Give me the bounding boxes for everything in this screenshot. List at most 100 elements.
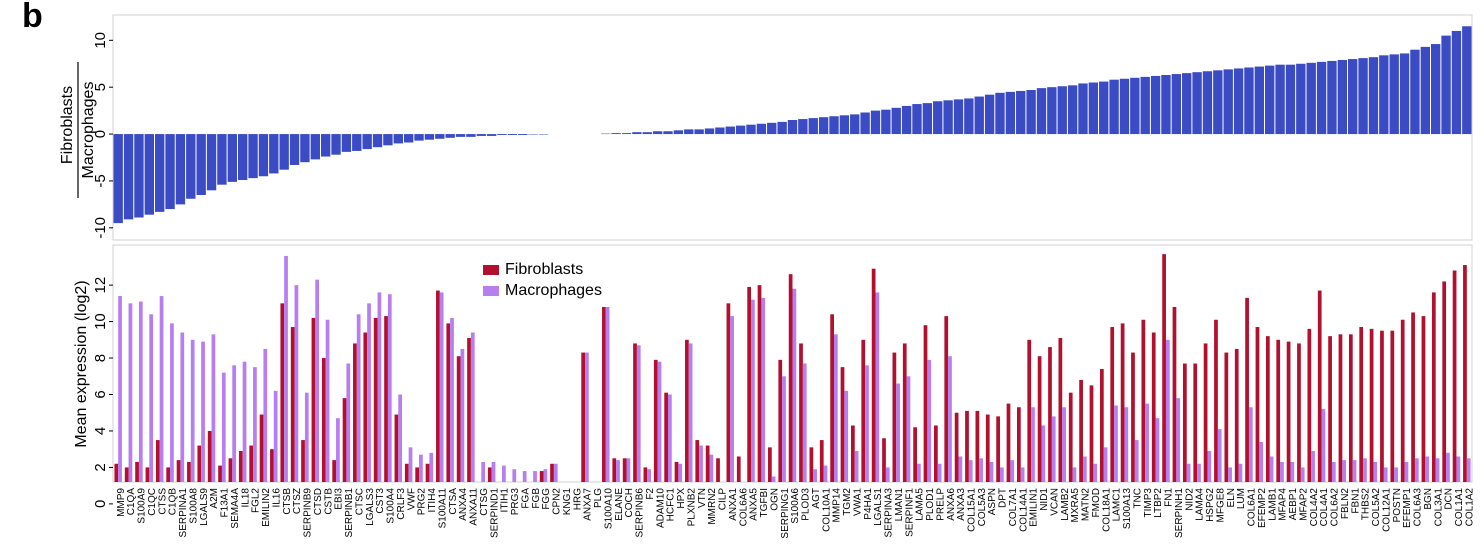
bar — [875, 292, 880, 482]
x-tick-label: LGALS9 — [199, 488, 210, 526]
x-tick-label: POSTN — [1392, 488, 1403, 522]
bar — [870, 110, 881, 135]
x-tick-label: COL3A1 — [1433, 488, 1444, 527]
bar — [1265, 65, 1275, 135]
bar — [445, 134, 455, 138]
bar — [1306, 62, 1316, 135]
bar — [533, 471, 537, 482]
bar — [1186, 463, 1191, 482]
bar — [1431, 44, 1441, 135]
bar — [891, 107, 901, 135]
x-tick-label: AEBP1 — [1288, 488, 1299, 521]
x-tick-label: MMP14 — [832, 488, 843, 523]
bar — [1203, 343, 1208, 482]
bar — [968, 460, 973, 482]
x-tick-label: CTSC — [354, 488, 365, 515]
x-tick-label: EMILIN1 — [1029, 488, 1040, 527]
bar — [1047, 87, 1057, 135]
x-tick-label: COCH — [624, 488, 635, 517]
bar — [699, 445, 703, 482]
bar — [768, 447, 772, 482]
bar — [1010, 460, 1015, 482]
bar — [996, 416, 1000, 482]
bar — [611, 133, 621, 135]
bar — [539, 471, 544, 482]
bar — [1089, 385, 1094, 482]
x-tick-label: S100A8 — [188, 488, 199, 524]
bar — [1016, 90, 1026, 135]
bar — [155, 440, 160, 482]
bar — [258, 134, 269, 177]
bar — [466, 134, 476, 137]
bar — [249, 445, 254, 482]
bar — [154, 134, 165, 212]
bar — [166, 467, 171, 482]
bar — [622, 458, 627, 482]
bar — [1316, 61, 1327, 135]
x-tick-label: HSPG2 — [1205, 488, 1216, 522]
bar — [1337, 60, 1348, 135]
bar — [1141, 319, 1146, 482]
bar — [948, 356, 952, 482]
bar — [747, 286, 752, 482]
bar — [456, 356, 461, 482]
bar — [850, 114, 860, 135]
bar — [684, 129, 694, 135]
bar — [912, 104, 922, 135]
bar — [705, 445, 710, 482]
bar — [1399, 53, 1410, 135]
bar — [902, 343, 907, 482]
bar — [279, 134, 289, 170]
bar — [135, 461, 139, 482]
bar — [404, 463, 409, 482]
x-tick-label: S100A13 — [1122, 488, 1133, 530]
bar — [1072, 467, 1077, 482]
x-tick-label: ELN — [1226, 488, 1237, 507]
bar — [1265, 336, 1270, 482]
bar — [269, 134, 279, 174]
bar — [1290, 461, 1295, 482]
bar — [854, 451, 859, 482]
x-tick-label: HPX — [676, 488, 687, 509]
bar — [678, 463, 683, 482]
x-tick-label: DPT — [998, 488, 1009, 508]
bar — [342, 398, 347, 482]
bar — [695, 440, 700, 482]
x-tick-label: MFAP4 — [1278, 488, 1289, 521]
y-axis-label-denominator: Macrophages — [80, 82, 97, 179]
bar — [1276, 339, 1281, 482]
x-tick-label: LAMA5 — [915, 488, 926, 521]
bar — [975, 410, 980, 482]
bar — [1161, 75, 1171, 135]
bar — [1456, 456, 1461, 482]
bar — [830, 314, 834, 482]
bar — [1327, 60, 1337, 135]
bar — [1466, 458, 1471, 482]
bar — [1441, 35, 1451, 135]
x-tick-label: PLOD3 — [801, 488, 812, 521]
x-tick-label: KNG1 — [562, 488, 573, 516]
bar — [1119, 78, 1130, 135]
bar — [937, 463, 942, 482]
x-tick-label: HRG — [572, 488, 583, 510]
bar — [186, 134, 196, 199]
bar — [470, 332, 475, 482]
bar — [612, 458, 617, 482]
legend-label: Macrophages — [505, 282, 602, 299]
bar — [284, 255, 288, 482]
x-tick-label: CTSS — [157, 488, 168, 515]
bar — [1134, 440, 1139, 482]
bar — [933, 101, 943, 135]
bar — [916, 463, 921, 482]
bar — [481, 461, 486, 482]
bar — [844, 390, 849, 482]
legend-label: Fibroblasts — [505, 261, 583, 278]
bar — [228, 458, 233, 482]
y-tick-label: 6 — [92, 390, 109, 398]
bar — [270, 449, 274, 482]
bar — [362, 134, 372, 150]
bar — [1057, 86, 1067, 135]
x-tick-label: EBI3 — [334, 488, 345, 510]
bar — [757, 285, 762, 482]
x-tick-label: ANXA3 — [956, 488, 967, 521]
